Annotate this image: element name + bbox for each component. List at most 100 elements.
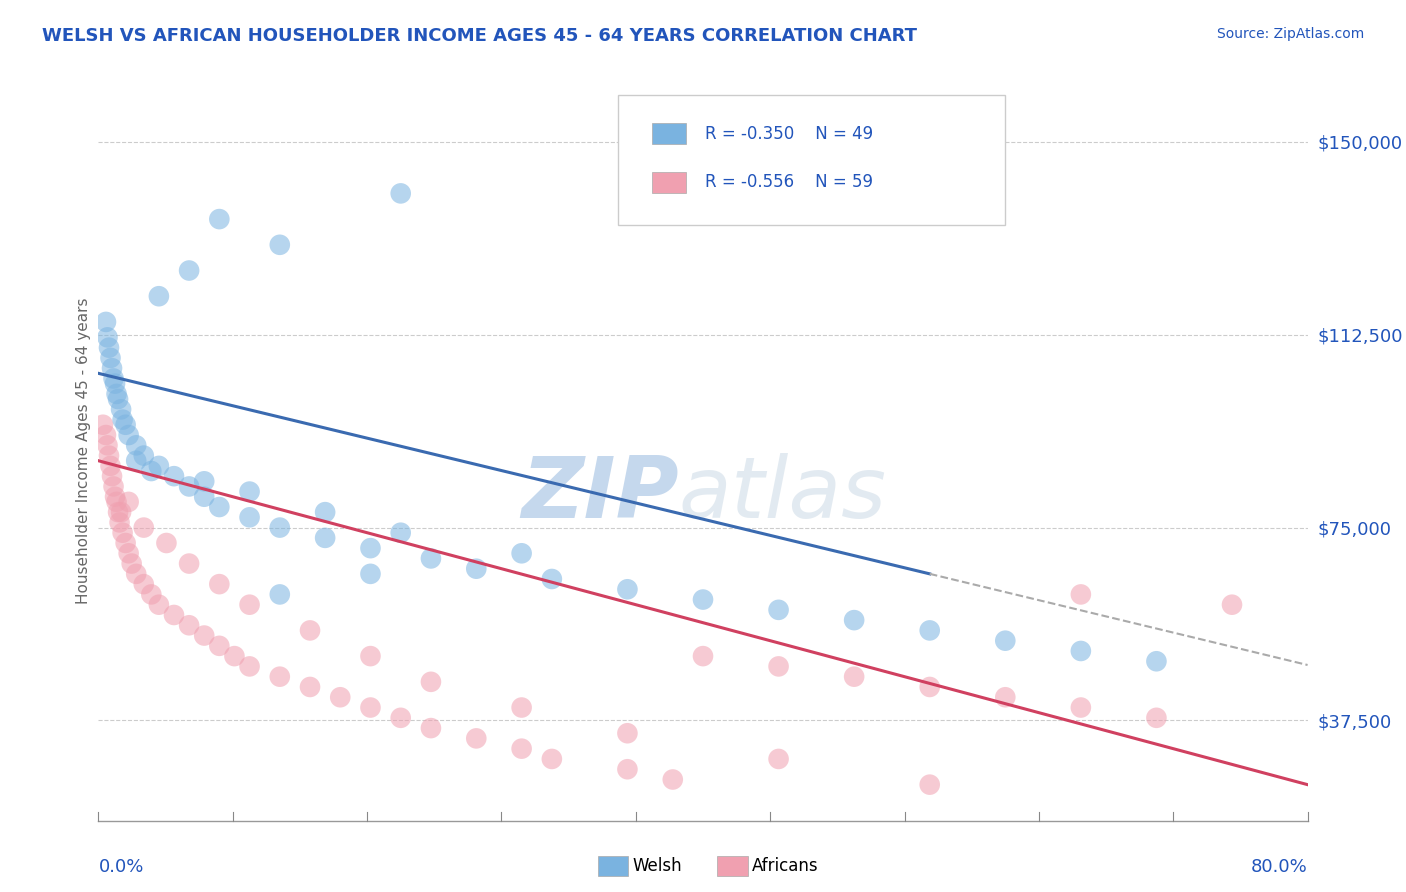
Point xyxy=(389,711,412,725)
Point xyxy=(118,546,141,560)
Point xyxy=(616,762,638,776)
Point xyxy=(105,495,128,509)
Point xyxy=(125,454,148,468)
Point xyxy=(96,330,118,344)
Point xyxy=(163,469,186,483)
Point xyxy=(420,674,443,689)
Point xyxy=(114,417,136,432)
Point xyxy=(155,536,177,550)
Point xyxy=(208,500,231,514)
Point xyxy=(844,670,866,684)
Point xyxy=(465,562,488,576)
Point xyxy=(121,557,143,571)
Point xyxy=(163,607,186,622)
Text: 0.0%: 0.0% xyxy=(98,858,143,876)
Point xyxy=(103,371,125,385)
Point xyxy=(1070,587,1092,601)
Point xyxy=(148,458,170,473)
Point xyxy=(148,598,170,612)
Point xyxy=(103,479,125,493)
FancyBboxPatch shape xyxy=(619,95,1005,225)
Point xyxy=(994,633,1017,648)
Point xyxy=(314,531,336,545)
Point xyxy=(239,598,262,612)
Point xyxy=(125,438,148,452)
Point xyxy=(208,577,231,591)
Point xyxy=(540,752,562,766)
Point xyxy=(179,557,201,571)
Point xyxy=(389,525,412,540)
Point xyxy=(193,629,215,643)
Point xyxy=(269,520,291,534)
Point xyxy=(239,510,262,524)
Point xyxy=(918,778,941,792)
Point xyxy=(360,566,382,581)
Point xyxy=(510,741,533,756)
Point xyxy=(100,458,122,473)
Point xyxy=(299,624,322,638)
Point xyxy=(1070,700,1092,714)
Point xyxy=(389,186,412,201)
Point xyxy=(239,659,262,673)
Text: 80.0%: 80.0% xyxy=(1251,858,1308,876)
Point xyxy=(360,649,382,664)
Point xyxy=(107,392,129,406)
Point xyxy=(132,577,155,591)
Y-axis label: Householder Income Ages 45 - 64 years: Householder Income Ages 45 - 64 years xyxy=(76,297,91,604)
Point xyxy=(118,495,141,509)
Point xyxy=(768,603,790,617)
Point xyxy=(94,428,117,442)
Point xyxy=(692,649,714,664)
Point xyxy=(692,592,714,607)
Point xyxy=(918,680,941,694)
Point xyxy=(132,520,155,534)
Point xyxy=(510,546,533,560)
Point xyxy=(1220,598,1243,612)
Point xyxy=(420,721,443,735)
Point xyxy=(616,582,638,597)
Point xyxy=(110,505,132,519)
Point xyxy=(141,464,163,478)
Point xyxy=(994,690,1017,705)
Point xyxy=(360,541,382,556)
Point xyxy=(96,438,118,452)
Point xyxy=(360,700,382,714)
Point xyxy=(141,587,163,601)
Point xyxy=(239,484,262,499)
Point xyxy=(101,469,124,483)
Text: atlas: atlas xyxy=(679,453,887,536)
Point xyxy=(179,479,201,493)
Text: Welsh: Welsh xyxy=(633,857,682,875)
Point xyxy=(98,449,121,463)
Point xyxy=(224,649,246,664)
Point xyxy=(1146,654,1168,668)
Point xyxy=(208,212,231,227)
Point xyxy=(108,516,131,530)
Point xyxy=(105,387,128,401)
Point xyxy=(193,490,215,504)
Point xyxy=(132,449,155,463)
Point xyxy=(1146,711,1168,725)
Point xyxy=(94,315,117,329)
FancyBboxPatch shape xyxy=(652,123,686,144)
Point xyxy=(179,263,201,277)
Point xyxy=(98,341,121,355)
Text: R = -0.556    N = 59: R = -0.556 N = 59 xyxy=(706,173,873,192)
Point xyxy=(540,572,562,586)
Point xyxy=(844,613,866,627)
Point xyxy=(111,525,134,540)
Text: Africans: Africans xyxy=(752,857,818,875)
Point xyxy=(314,505,336,519)
Point xyxy=(269,670,291,684)
Point xyxy=(100,351,122,365)
Point xyxy=(111,412,134,426)
Point xyxy=(208,639,231,653)
Point xyxy=(125,566,148,581)
Point xyxy=(299,680,322,694)
Point xyxy=(114,536,136,550)
Point xyxy=(329,690,352,705)
Point xyxy=(269,587,291,601)
Point xyxy=(768,752,790,766)
Point xyxy=(918,624,941,638)
Point xyxy=(1070,644,1092,658)
